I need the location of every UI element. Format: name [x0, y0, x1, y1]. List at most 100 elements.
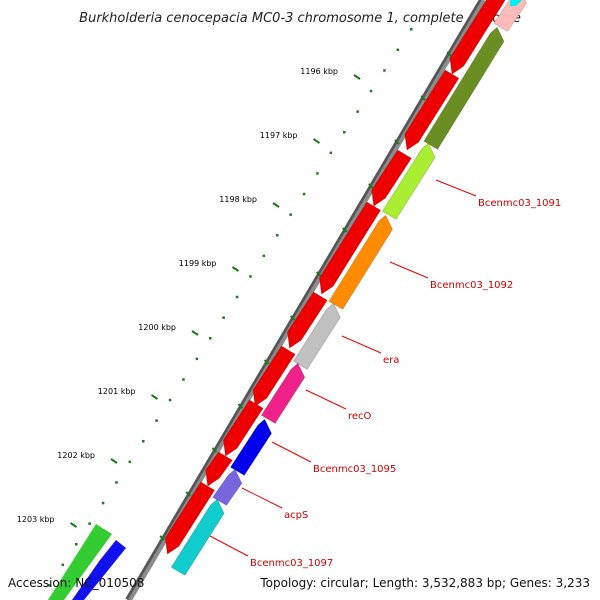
- ruler-minor-tick: [155, 419, 158, 422]
- genome-summary: Topology: circular; Length: 3,532,883 bp…: [259, 576, 590, 590]
- track-tick: [394, 139, 400, 145]
- gene-Bcenmc03_1097[interactable]: [171, 499, 225, 576]
- forward-gene-arrow-outline: [318, 201, 382, 295]
- track-tick: [263, 359, 270, 365]
- forward-gene-arrow-outline: [252, 345, 296, 407]
- ruler-minor-tick: [302, 192, 306, 196]
- gene-Bcenmc03_1095[interactable]: [230, 419, 272, 476]
- ruler-minor-tick: [343, 131, 346, 134]
- forward-gene-arrow-outline: [286, 291, 328, 349]
- ruler-minor-tick: [61, 563, 65, 567]
- gene-block-pink-outline: [493, 0, 528, 33]
- ruler-major-tick: [69, 522, 78, 528]
- track-tick: [211, 447, 218, 453]
- ruler-major-tick: [191, 330, 199, 336]
- forward-gene-arrow-outline: [404, 69, 460, 151]
- forward-gene-arrow[interactable]: [404, 70, 459, 151]
- forward-gene-arrow[interactable]: [287, 292, 328, 349]
- gene-block-pink[interactable]: [493, 0, 527, 32]
- gene-era-outline: [292, 302, 341, 371]
- gene-label-leader: [341, 335, 382, 354]
- ruler-minor-tick: [222, 316, 225, 319]
- ruler-minor-tick: [356, 110, 359, 113]
- gene-label[interactable]: Bcenmc03_1097: [250, 558, 333, 569]
- ruler-minor-tick: [209, 337, 212, 340]
- ruler-major-tick: [150, 394, 159, 400]
- ruler-major-tick: [312, 138, 321, 144]
- ruler-minor-tick: [182, 378, 185, 381]
- ruler-minor-tick: [316, 172, 319, 175]
- ruler-minor-tick: [195, 357, 199, 361]
- gene-label[interactable]: acpS: [284, 510, 308, 521]
- track-tick: [446, 51, 452, 57]
- ruler-minor-tick: [383, 69, 386, 72]
- gene-label[interactable]: recO: [348, 411, 372, 422]
- gene-label-leader: [305, 389, 347, 410]
- ruler-label: 1200 kbp: [138, 323, 176, 332]
- gene-label-leader: [271, 441, 312, 463]
- forward-gene-arrow[interactable]: [252, 346, 296, 407]
- gene-block-green[interactable]: [48, 524, 112, 600]
- ruler-label: 1201 kbp: [98, 387, 136, 396]
- gene-label[interactable]: Bcenmc03_1091: [478, 198, 561, 209]
- gene-block-blue[interactable]: [72, 540, 126, 600]
- gene-block-olive[interactable]: [423, 27, 505, 150]
- ruler-minor-tick: [88, 522, 91, 525]
- ruler-major-tick: [272, 202, 280, 208]
- gene-recO-outline: [260, 362, 306, 425]
- ruler-major-tick: [353, 74, 361, 80]
- ruler-minor-tick: [235, 295, 239, 299]
- forward-gene-arrow-outline: [164, 481, 216, 555]
- track-tick: [289, 315, 296, 321]
- ruler-minor-tick: [289, 213, 292, 216]
- track-tick: [342, 227, 348, 233]
- forward-gene-arrow[interactable]: [371, 150, 412, 207]
- gene-label-leader: [241, 487, 283, 509]
- gene-Bcenmc03_1097-outline: [170, 498, 225, 577]
- gene-fragment-cyan[interactable]: [510, 0, 522, 6]
- ruler-major-tick: [110, 458, 118, 464]
- gene-Bcenmc03_1092[interactable]: [328, 215, 393, 310]
- ruler-minor-tick: [249, 275, 252, 278]
- forward-gene-arrow[interactable]: [165, 482, 215, 555]
- gene-label-leader: [389, 261, 429, 279]
- gene-label[interactable]: Bcenmc03_1095: [313, 464, 396, 475]
- gene-block-olive-outline: [423, 26, 505, 151]
- ruler-minor-tick: [262, 254, 266, 258]
- ruler-major-tick: [231, 266, 240, 272]
- track-tick: [315, 271, 322, 277]
- forward-gene-arrow[interactable]: [205, 452, 233, 487]
- ruler-minor-tick: [142, 440, 145, 443]
- ruler-label: 1198 kbp: [219, 195, 257, 204]
- forward-gene-arrow-outline: [449, 0, 506, 75]
- ruler-minor-tick: [396, 48, 400, 52]
- ruler-minor-tick: [369, 89, 373, 93]
- forward-gene-arrow-outline: [222, 399, 264, 457]
- track-tick: [368, 183, 374, 189]
- track-tick: [420, 95, 426, 101]
- gene-label[interactable]: Bcenmc03_1092: [430, 280, 513, 291]
- gene-era[interactable]: [293, 303, 341, 370]
- accession-label: Accession: NC_010508: [8, 576, 144, 590]
- ruler-label: 1196 kbp: [300, 67, 338, 76]
- gene-acpS-outline: [212, 468, 243, 507]
- gene-acpS[interactable]: [212, 469, 242, 506]
- ruler-minor-tick: [329, 151, 333, 155]
- forward-gene-arrow-outline: [371, 149, 413, 207]
- ruler-minor-tick: [101, 501, 105, 505]
- ruler-minor-tick: [75, 543, 78, 546]
- forward-gene-arrow[interactable]: [223, 400, 264, 457]
- forward-gene-arrow[interactable]: [449, 0, 506, 75]
- forward-gene-arrow[interactable]: [319, 202, 381, 295]
- gene-recO[interactable]: [261, 363, 305, 424]
- gene-label[interactable]: era: [383, 355, 399, 366]
- ruler-minor-tick: [276, 234, 279, 237]
- ruler-label: 1197 kbp: [260, 131, 298, 140]
- gene-Bcenmc03_1091[interactable]: [382, 143, 436, 220]
- gene-Bcenmc03_1092-outline: [328, 214, 394, 311]
- track-tick: [237, 403, 244, 409]
- track-tick: [159, 535, 165, 541]
- gene-label-leader: [209, 535, 249, 557]
